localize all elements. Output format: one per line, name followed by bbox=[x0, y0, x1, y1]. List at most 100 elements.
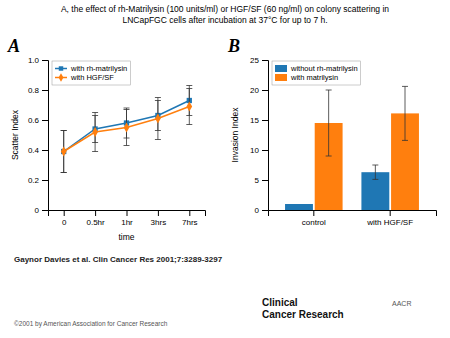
tick-mark bbox=[42, 90, 48, 91]
axis-line bbox=[49, 211, 206, 217]
axis: 0 5 10 15 20 25 bbox=[250, 56, 268, 215]
legend-label: with HGF/SF bbox=[70, 73, 114, 82]
legend-frame bbox=[272, 61, 361, 85]
tick-label: 0 bbox=[62, 218, 67, 227]
tick: 0 bbox=[255, 206, 268, 215]
tick: 0.4 bbox=[28, 146, 48, 155]
tick: 20 bbox=[250, 86, 268, 95]
title: LNCapFGC cells after incubation at 37°C … bbox=[122, 15, 327, 25]
tick-mark bbox=[42, 210, 48, 211]
line bbox=[64, 107, 190, 152]
tick-mark bbox=[42, 60, 48, 61]
marker bbox=[124, 123, 130, 133]
legend: without rh-matrilysinwith matrilysin bbox=[272, 61, 361, 85]
tick-mark bbox=[42, 150, 48, 151]
annotation: Gaynor Davies et al. Clin Cancer Res 200… bbox=[14, 255, 223, 264]
panel-label: A bbox=[7, 36, 20, 56]
panel: B Invasion Index 0 5 10 15 20 25 control with HGF… bbox=[227, 36, 437, 227]
tick: 5 bbox=[255, 176, 268, 185]
axis-line bbox=[262, 61, 269, 211]
panel: A Scatter Index time 0 0.2 0.4 0.6 0.8 1.0 0 0.5hr… bbox=[7, 36, 206, 242]
tick-mark bbox=[262, 210, 268, 211]
tick-label: 5 bbox=[255, 176, 260, 185]
panel-label: B bbox=[227, 36, 240, 56]
tick: 1.0 bbox=[28, 56, 48, 65]
title: A, the effect of rh-Matrilysin (100 unit… bbox=[61, 4, 389, 14]
tick-label: 7hrs bbox=[182, 218, 198, 227]
error-bar bbox=[402, 86, 408, 140]
tick: 0 bbox=[35, 206, 48, 215]
tick-label: 20 bbox=[250, 86, 259, 95]
tick: 0.8 bbox=[28, 86, 48, 95]
tick-mark bbox=[127, 210, 128, 216]
tick: 0.6 bbox=[28, 116, 48, 125]
marker bbox=[92, 127, 98, 137]
tick-label: 0.8 bbox=[28, 86, 40, 95]
tick-label: 3hrs bbox=[151, 218, 167, 227]
error-bar bbox=[92, 113, 98, 152]
plot-area bbox=[285, 86, 419, 210]
legend-label: with rh-matrilysin bbox=[70, 64, 127, 73]
legend-frame bbox=[52, 61, 130, 85]
tick-mark bbox=[95, 210, 96, 216]
error-bar bbox=[124, 110, 130, 146]
tick: with HGF/SF bbox=[366, 210, 413, 227]
tick-mark bbox=[390, 210, 391, 216]
error-bar bbox=[61, 131, 67, 173]
tick: 0.2 bbox=[28, 176, 48, 185]
legend-item: with rh-matrilysin bbox=[55, 64, 127, 73]
tick-mark bbox=[262, 180, 268, 181]
legend-item: with HGF/SF bbox=[55, 73, 114, 82]
tick-mark bbox=[313, 210, 314, 216]
tick: 1hr bbox=[121, 210, 133, 227]
tick-mark bbox=[262, 90, 268, 91]
marker bbox=[186, 102, 192, 112]
error-bar bbox=[372, 165, 378, 179]
axis-title: time bbox=[118, 232, 134, 242]
tick-mark bbox=[42, 180, 48, 181]
chart: A, the effect of rh-Matrilysin (100 unit… bbox=[0, 0, 450, 338]
legend-label: without rh-matrilysin bbox=[290, 64, 358, 73]
marker bbox=[61, 147, 67, 157]
tick-mark bbox=[262, 120, 268, 121]
tick-mark bbox=[64, 210, 65, 216]
legend-swatch bbox=[275, 65, 287, 72]
tick-mark bbox=[189, 210, 190, 216]
tick-label: 0.5hr bbox=[86, 218, 105, 227]
tick-label: 25 bbox=[250, 56, 259, 65]
tick-label: 0.6 bbox=[28, 116, 40, 125]
tick: 10 bbox=[250, 146, 268, 155]
error-bar bbox=[326, 90, 332, 156]
tick-label: 1hr bbox=[121, 218, 133, 227]
annotation: AACR bbox=[392, 300, 411, 307]
axis-line bbox=[42, 61, 49, 211]
tick-label: with HGF/SF bbox=[366, 218, 413, 227]
tick: 0.5hr bbox=[86, 210, 105, 227]
line bbox=[64, 101, 190, 152]
tick-mark bbox=[42, 120, 48, 121]
tick-label: 0 bbox=[35, 206, 40, 215]
tick-label: 10 bbox=[250, 146, 259, 155]
error-bar bbox=[61, 131, 67, 173]
plot-area bbox=[61, 86, 193, 173]
legend-swatch bbox=[59, 73, 64, 81]
tick-label: 0.4 bbox=[28, 146, 40, 155]
tick: 7hrs bbox=[182, 210, 198, 227]
axis: 0 0.2 0.4 0.6 0.8 1.0 bbox=[28, 56, 49, 215]
axis: control with HGF/SF bbox=[269, 210, 437, 227]
legend-label: with matrilysin bbox=[290, 73, 338, 82]
legend: with rh-matrilysinwith HGF/SF bbox=[52, 61, 130, 85]
tick-label: 15 bbox=[250, 116, 259, 125]
axis-title: Invasion Index bbox=[230, 107, 240, 163]
tick: 3hrs bbox=[151, 210, 167, 227]
axis-line bbox=[269, 211, 437, 217]
tick-mark bbox=[158, 210, 159, 216]
axis-title: Scatter Index bbox=[10, 109, 20, 160]
legend-item: with matrilysin bbox=[275, 73, 338, 82]
tick-label: control bbox=[302, 218, 326, 227]
error-bar bbox=[155, 98, 161, 140]
axis: 0 0.5hr 1hr 3hrs 7hrs bbox=[49, 210, 206, 227]
tick-label: 0.2 bbox=[28, 176, 40, 185]
marker bbox=[155, 114, 161, 124]
annotation: ©2001 by American Association for Cancer… bbox=[14, 320, 168, 328]
